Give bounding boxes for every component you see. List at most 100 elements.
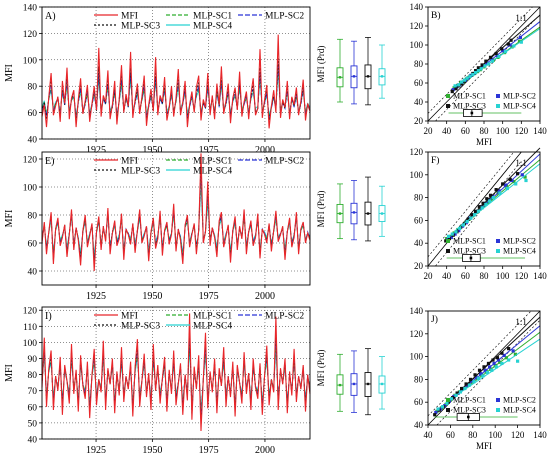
scatter-point-mlp-sc4 — [454, 230, 458, 234]
y-tick-label: 40 — [28, 436, 38, 446]
y-axis-label: MFI — [4, 364, 15, 382]
one-to-one-label: 1:1 — [515, 317, 527, 327]
panel-label: I) — [45, 311, 52, 322]
boxplot-mean — [380, 212, 384, 215]
y-tick-label: 40 — [414, 420, 424, 430]
y-tick-label: 120 — [23, 156, 38, 166]
legend-marker-mlp-sc2 — [496, 94, 500, 98]
envelope-line — [435, 14, 541, 122]
scatter-point-mlp-sc2 — [479, 372, 483, 376]
y-tick-label: 100 — [23, 184, 38, 194]
scatter-point-mlp-sc3 — [501, 182, 505, 186]
x-tick-label: 1925 — [86, 291, 106, 302]
fit-line-mlp-sc4 — [455, 163, 541, 231]
scatter-point-mlp-sc2 — [434, 410, 438, 415]
scatter-point-mlp-sc4 — [490, 368, 494, 372]
scatter-point-mlp-sc3 — [507, 347, 511, 351]
legend-marker-mlp-sc3 — [446, 408, 450, 412]
x-tick-label: 140 — [533, 126, 547, 136]
x-tick-label: 60 — [461, 271, 471, 281]
legend-label-mlp-sc3: MLP-SC3 — [453, 102, 486, 111]
boxplot-mean — [338, 76, 342, 79]
one-to-one-line — [427, 151, 522, 267]
scatter-point-mlp-sc4 — [481, 374, 485, 378]
boxplot-mean — [338, 383, 342, 387]
y-tick-label: 140 — [410, 306, 424, 316]
observed-mean — [469, 256, 473, 260]
scatter-point-mlp-sc3 — [447, 237, 452, 241]
scatter-point-mlp-sc4 — [449, 397, 454, 401]
envelope-line — [435, 160, 522, 267]
legend-label-mlp-sc1: MLP-SC1 — [453, 237, 486, 246]
plot-area — [42, 152, 310, 285]
scatter-point-mlp-sc3 — [476, 66, 480, 70]
scatter-point-mlp-sc4 — [440, 405, 445, 409]
scatter-point-mlp-sc3 — [464, 382, 468, 386]
scatter-point-mlp-sc4 — [467, 383, 472, 387]
ts-bottom-panel: 1925 1950 1975 2000 40 50 60 70 80 90 100 110 120 I) M… — [4, 306, 311, 456]
scatter-point-mlp-sc2 — [511, 349, 515, 353]
y-axis-label: MFI (Prd) — [316, 46, 326, 83]
scatter-point-mlp-sc3 — [454, 87, 458, 91]
scatter-point-mlp-sc3 — [486, 361, 491, 366]
legend-label-mlp-sc4: MLP-SC4 — [503, 406, 536, 415]
y-tick-label: 40 — [28, 268, 38, 278]
x-axis-label: MFI — [476, 137, 492, 147]
observed-mean — [470, 111, 474, 115]
x-tick-label: 80 — [480, 271, 490, 281]
y-tick-label: 20 — [414, 261, 424, 271]
envelope-line — [427, 6, 533, 114]
plot-frame — [427, 151, 541, 267]
x-tick-label: 1975 — [199, 291, 219, 302]
legend-label-mlp-sc2: MLP-SC2 — [503, 396, 536, 405]
scatter-point-mlp-sc3 — [450, 89, 454, 94]
x-tick-label: 20 — [424, 271, 434, 281]
x-tick-label: 60 — [461, 126, 471, 136]
scatter-point-mlp-sc4 — [514, 182, 518, 186]
scatter-point-mlp-sc3 — [484, 59, 488, 63]
x-tick-label: 100 — [488, 430, 502, 440]
scatter-point-mlp-sc4 — [498, 191, 502, 195]
scatter-point-mlp-sc4 — [476, 376, 480, 380]
scatter-point-mlp-sc3 — [481, 201, 485, 205]
x-tick-label: 40 — [424, 430, 434, 440]
y-tick-label: 120 — [410, 329, 424, 339]
y-tick-label: 60 — [28, 109, 38, 119]
legend-label-mlp-sc2: MLP-SC2 — [265, 12, 304, 22]
y-tick-label: 60 — [414, 78, 424, 88]
scatter-point-mlp-sc2 — [520, 173, 524, 177]
legend-label-mlp-sc1: MLP-SC1 — [453, 396, 486, 405]
boxplot-mean — [352, 75, 356, 78]
y-tick-label: 120 — [23, 30, 38, 40]
legend-label-mlp-sc4: MLP-SC4 — [193, 167, 232, 177]
scatter-point-mlp-sc4 — [524, 178, 528, 183]
legend-marker-mlp-sc1 — [446, 398, 450, 402]
scatter-point-mlp-sc4 — [480, 206, 484, 210]
boxplot-mean — [366, 212, 370, 215]
scatter-point-mlp-sc3 — [508, 177, 512, 181]
y-tick-label: 60 — [28, 240, 38, 250]
y-axis-label: MFI — [4, 64, 15, 82]
scatter-point-mlp-sc3 — [477, 205, 481, 209]
fit-line-mlp-sc4 — [455, 338, 541, 396]
scatter-point-mlp-sc2 — [451, 88, 455, 92]
scatter-point-mlp-sc4 — [463, 386, 467, 391]
x-axis-label: MFI — [476, 441, 492, 451]
y-tick-label: 60 — [414, 215, 424, 225]
y-tick-label: 80 — [414, 193, 424, 203]
y-tick-label: 120 — [23, 307, 38, 317]
y-tick-label: 50 — [28, 419, 38, 429]
plot-frame — [41, 151, 311, 286]
legend-label-mlp-sc3: MLP-SC3 — [453, 406, 486, 415]
y-tick-label: 90 — [28, 355, 38, 365]
y-tick-label: 100 — [23, 339, 38, 349]
plot-frame — [41, 306, 311, 440]
boxplot-mean — [366, 75, 370, 78]
x-tick-label: 2000 — [255, 145, 275, 156]
one-to-one-label: 1:1 — [515, 13, 527, 23]
scatter-point-mlp-sc4 — [491, 196, 495, 200]
legend-marker-mlp-sc2 — [496, 239, 500, 243]
legend-label-mlp-sc3: MLP-SC3 — [121, 322, 160, 332]
legend-label-mlp-sc3: MLP-SC3 — [121, 167, 160, 177]
